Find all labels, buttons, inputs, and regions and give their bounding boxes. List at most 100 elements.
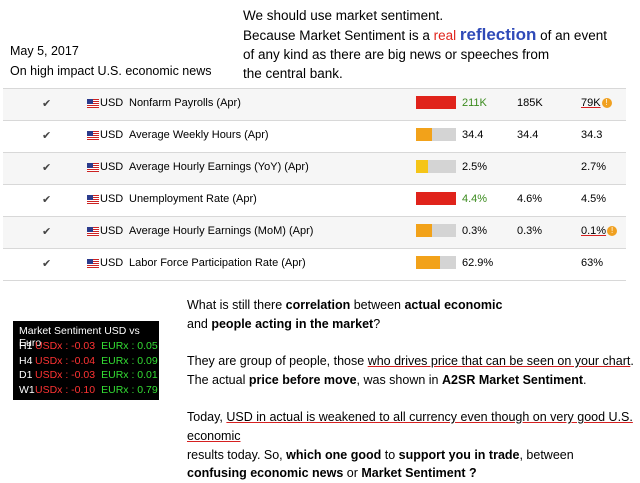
intro-line-1: We should use market sentiment. (243, 8, 444, 23)
currency-code: USD (100, 193, 124, 205)
currency-code: USD (100, 97, 124, 109)
previous-value: 79K! (581, 97, 625, 109)
forecast-value: 4.6% (517, 193, 543, 205)
table-row: ✔ USD Nonfarm Payrolls (Apr) 211K 185K 79K! (3, 88, 626, 120)
checkmark-icon: ✔ (42, 130, 52, 142)
timeframe-label: H1 (19, 340, 33, 352)
us-flag-icon (87, 99, 99, 108)
sentiment-row: H4 USDx : -0.04 EURx : 0.09 (19, 355, 158, 367)
date-header: May 5, 2017 On high impact U.S. economic… (10, 41, 211, 81)
impact-bar (416, 256, 456, 269)
p3-support: support you in trade (398, 447, 520, 462)
p1-correlation: correlation (285, 298, 351, 312)
p3-which-one: which one good (286, 447, 382, 462)
revision-warning-icon: ! (601, 98, 612, 109)
event-name: Average Hourly Earnings (YoY) (Apr) (129, 161, 309, 173)
p3-or: or (343, 466, 362, 481)
checkmark-icon: ✔ (42, 194, 52, 206)
checkmark-icon: ✔ (42, 226, 52, 238)
p1-question: ? (373, 316, 381, 331)
impact-fill (416, 128, 432, 141)
p2-who-drives: who drives price that can be seen on you… (367, 354, 631, 369)
event-name: Labor Force Participation Rate (Apr) (129, 257, 306, 269)
intro-text: We should use market sentiment. Because … (243, 6, 635, 83)
intro-real: real (433, 28, 457, 43)
p3-to: to (381, 447, 399, 462)
table-row: ✔ USD Average Weekly Hours (Apr) 34.4 34.4 34… (3, 120, 626, 152)
p1-and: and (187, 316, 212, 331)
usd-index: USDx : -0.03 (35, 340, 96, 352)
forecast-value: 0.3% (517, 225, 543, 237)
usd-index: USDx : -0.04 (35, 354, 96, 367)
table-row: ✔ USD Average Hourly Earnings (YoY) (Apr) 2… (3, 152, 626, 184)
p3-confusing-news: confusing economic news (187, 466, 344, 481)
paragraph-3: Today, USD in actual is weakened to all … (187, 408, 637, 483)
revision-warning-icon: ! (607, 226, 618, 237)
previous-value: 2.7% (581, 161, 607, 173)
usd-index: USDx : -0.03 (35, 369, 96, 381)
intro-line-3: of any kind as there are big news or spe… (243, 47, 550, 62)
p2-end: . (583, 372, 587, 387)
intro-line-2-post: of an event (536, 28, 607, 43)
impact-bar (416, 224, 456, 237)
sentiment-row: H1 USDx : -0.03 EURx : 0.05 (19, 340, 158, 352)
usd-index: USDx : -0.10 (35, 383, 96, 396)
p1-actual-economic: actual economic (404, 298, 503, 312)
event-name: Average Hourly Earnings (MoM) (Apr) (129, 225, 314, 237)
timeframe-label: D1 (19, 369, 33, 381)
p1-people-acting: people acting in the market (211, 316, 374, 331)
event-name: Average Weekly Hours (Apr) (129, 129, 269, 141)
impact-bar (416, 96, 456, 109)
eur-index: EURx : 0.05 (101, 340, 158, 352)
event-name: Unemployment Rate (Apr) (129, 193, 257, 205)
previous-value: 34.3 (581, 129, 603, 141)
news-table: ✔ USD Nonfarm Payrolls (Apr) 211K 185K 79K! ✔ U… (3, 88, 626, 281)
intro-reflection: reflection (459, 25, 537, 44)
event-name: Nonfarm Payrolls (Apr) (129, 97, 241, 109)
impact-bar (416, 192, 456, 205)
p3-market-sentiment: Market Sentiment ? (361, 466, 477, 481)
impact-fill (416, 160, 428, 173)
p2-period: . (630, 354, 634, 369)
currency-code: USD (100, 161, 124, 173)
date-text: May 5, 2017 (10, 44, 79, 58)
checkmark-icon: ✔ (42, 98, 52, 110)
p3-results: results today. So, (187, 447, 287, 462)
us-flag-icon (87, 259, 99, 268)
sentiment-title: Market Sentiment USD vs Euro (19, 325, 140, 349)
previous-value: 0.1%! (581, 225, 625, 237)
actual-value: 0.3% (462, 225, 488, 237)
currency-code: USD (100, 225, 124, 237)
us-flag-icon (87, 227, 99, 236)
sentiment-row: W1USDx : -0.10 EURx : 0.79 (19, 384, 158, 396)
eur-index: EURx : 0.09 (101, 354, 158, 367)
paragraph-2: They are group of people, those who driv… (187, 352, 637, 389)
p1-text: What is still there (187, 298, 286, 312)
checkmark-icon: ✔ (42, 162, 52, 174)
body-text: What is still there correlation between … (187, 296, 637, 483)
intro-line-2-pre: Because Market Sentiment is a (243, 28, 434, 43)
us-flag-icon (87, 195, 99, 204)
actual-value: 62.9% (462, 257, 494, 269)
previous-value: 63% (581, 257, 604, 269)
forecast-value: 34.4 (517, 129, 539, 141)
currency-code: USD (100, 257, 124, 269)
p3-usd-weakened: USD in actual is weakened to all currenc… (187, 410, 633, 443)
impact-bar (416, 160, 456, 173)
impact-fill (416, 192, 456, 205)
currency-code: USD (100, 129, 124, 141)
table-row: ✔ USD Unemployment Rate (Apr) 4.4% 4.6% 4.5% (3, 184, 626, 216)
checkmark-icon: ✔ (42, 258, 52, 270)
impact-fill (416, 256, 440, 269)
actual-value: 211K (462, 97, 487, 109)
p2-text: They are group of people, those (187, 354, 368, 369)
p2-price-before-move: price before move (248, 372, 357, 387)
p2-shown-in: , was shown in (356, 372, 442, 387)
sentiment-panel: Market Sentiment USD vs Euro H1 USDx : -0… (13, 321, 159, 400)
table-row: ✔ USD Labor Force Participation Rate (Apr)… (3, 248, 626, 281)
timeframe-label: W1 (19, 383, 35, 396)
subtitle-text: On high impact U.S. economic news (10, 64, 212, 78)
impact-bar (416, 128, 456, 141)
sentiment-row: D1 USDx : -0.03 EURx : 0.01 (19, 369, 158, 381)
actual-value: 4.4% (462, 193, 488, 205)
